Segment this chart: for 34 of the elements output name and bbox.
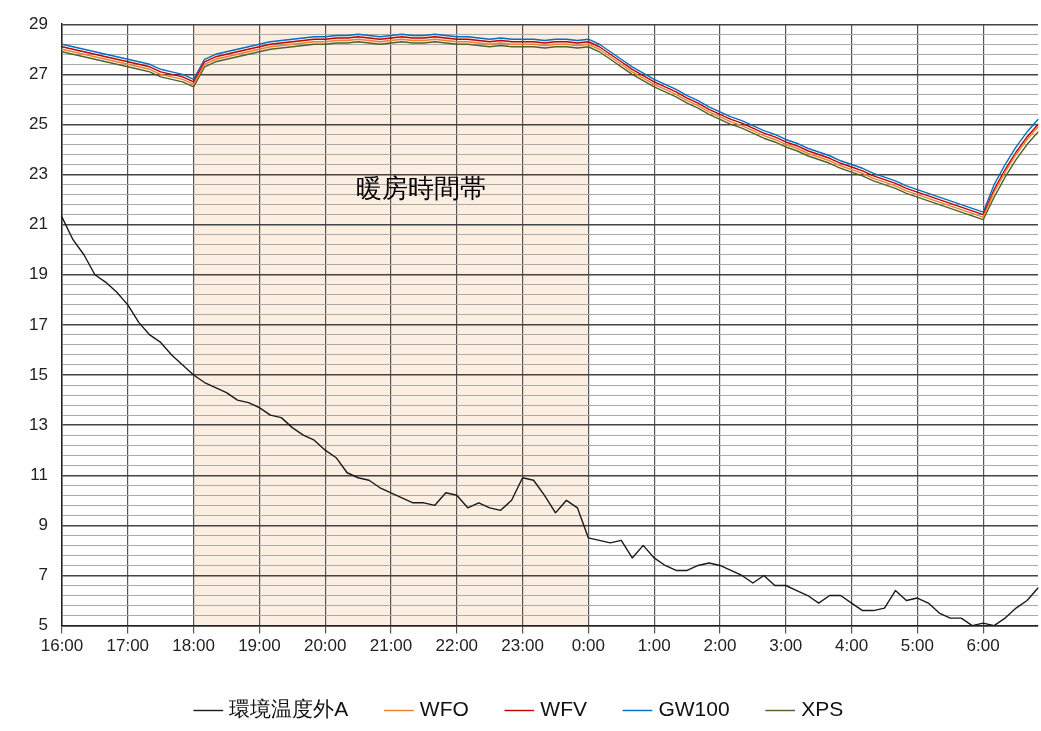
legend-label: 環境温度外A <box>229 697 349 721</box>
y-tick-label: 27 <box>29 64 48 83</box>
x-tick-label: 19:00 <box>238 636 281 656</box>
y-tick-label: 7 <box>38 565 48 585</box>
y-tick-label: 9 <box>38 515 48 535</box>
x-tick-label: 17:00 <box>106 636 150 656</box>
x-tick-label: 4:00 <box>835 636 869 656</box>
x-tick-label: 22:00 <box>435 636 479 656</box>
legend-label: XPS <box>801 697 844 721</box>
x-tick-label: 16:00 <box>40 636 84 656</box>
y-tick-label: 21 <box>29 214 48 234</box>
y-tick-label: 23 <box>29 164 48 184</box>
x-tick-label: 23:00 <box>501 636 544 656</box>
y-tick-label: 13 <box>29 414 48 434</box>
y-tick-label: 19 <box>29 264 48 284</box>
y-tick-label: 11 <box>30 464 48 484</box>
y-tick-label: 5 <box>38 615 48 635</box>
legend-label: WFV <box>540 697 587 721</box>
x-tick-label: 5:00 <box>900 636 934 656</box>
x-tick-label: 6:00 <box>966 636 1000 656</box>
x-tick-label: 20:00 <box>303 636 347 656</box>
x-tick-label: 18:00 <box>172 636 215 656</box>
y-tick-label: 15 <box>29 364 48 384</box>
x-tick-label: 0:00 <box>571 636 605 656</box>
legend-label: WFO <box>419 697 469 721</box>
x-tick-label: 3:00 <box>769 636 803 656</box>
x-tick-label: 21:00 <box>369 636 413 656</box>
y-tick-label: 17 <box>29 314 48 334</box>
legend-label: GW100 <box>658 697 730 721</box>
y-tick-label: 25 <box>29 114 48 134</box>
x-tick-label: 2:00 <box>703 636 737 656</box>
band-label: 暖房時間帯 <box>355 172 486 203</box>
y-tick-label: 29 <box>29 13 48 33</box>
x-tick-label: 1:00 <box>637 636 671 656</box>
